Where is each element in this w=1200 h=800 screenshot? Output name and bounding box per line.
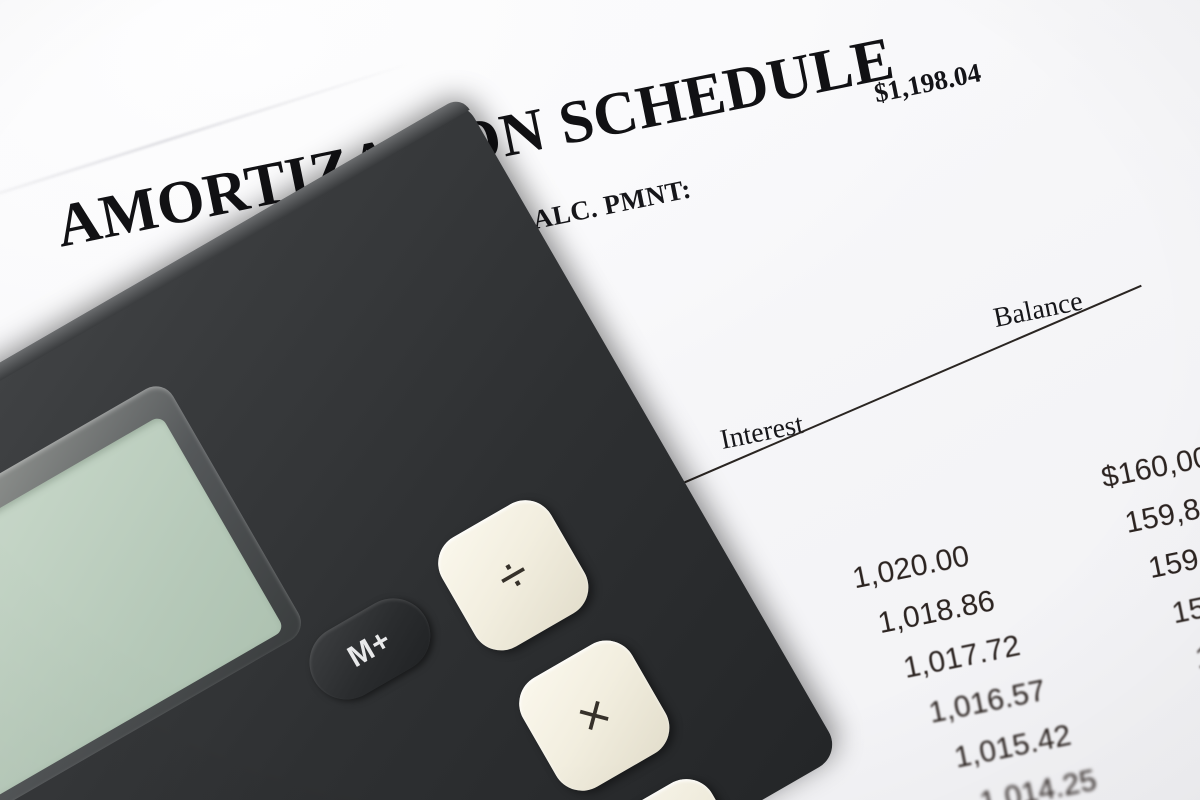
- cell-interest: 1,016.57: [926, 673, 1049, 730]
- cell-interest: 1,020.00: [849, 539, 973, 596]
- calculator-key-multiply[interactable]: ×: [508, 629, 681, 800]
- cell-interest: 1,015.42: [951, 718, 1075, 775]
- cell-interest: 1,018.86: [875, 584, 998, 641]
- calculator-lcd-screen: [0, 415, 285, 800]
- cell-interest: 1,017.72: [900, 629, 1024, 685]
- calculator-display-bezel: [0, 379, 309, 800]
- calculator-key-memory-plus[interactable]: M+: [295, 584, 444, 713]
- cell-interest: 1,014.25: [976, 763, 1100, 800]
- cell-balance: $160,000.00: [1098, 428, 1200, 495]
- calculator-key-divide[interactable]: ÷: [427, 489, 600, 662]
- cell-balance: 159,280: [1192, 621, 1200, 676]
